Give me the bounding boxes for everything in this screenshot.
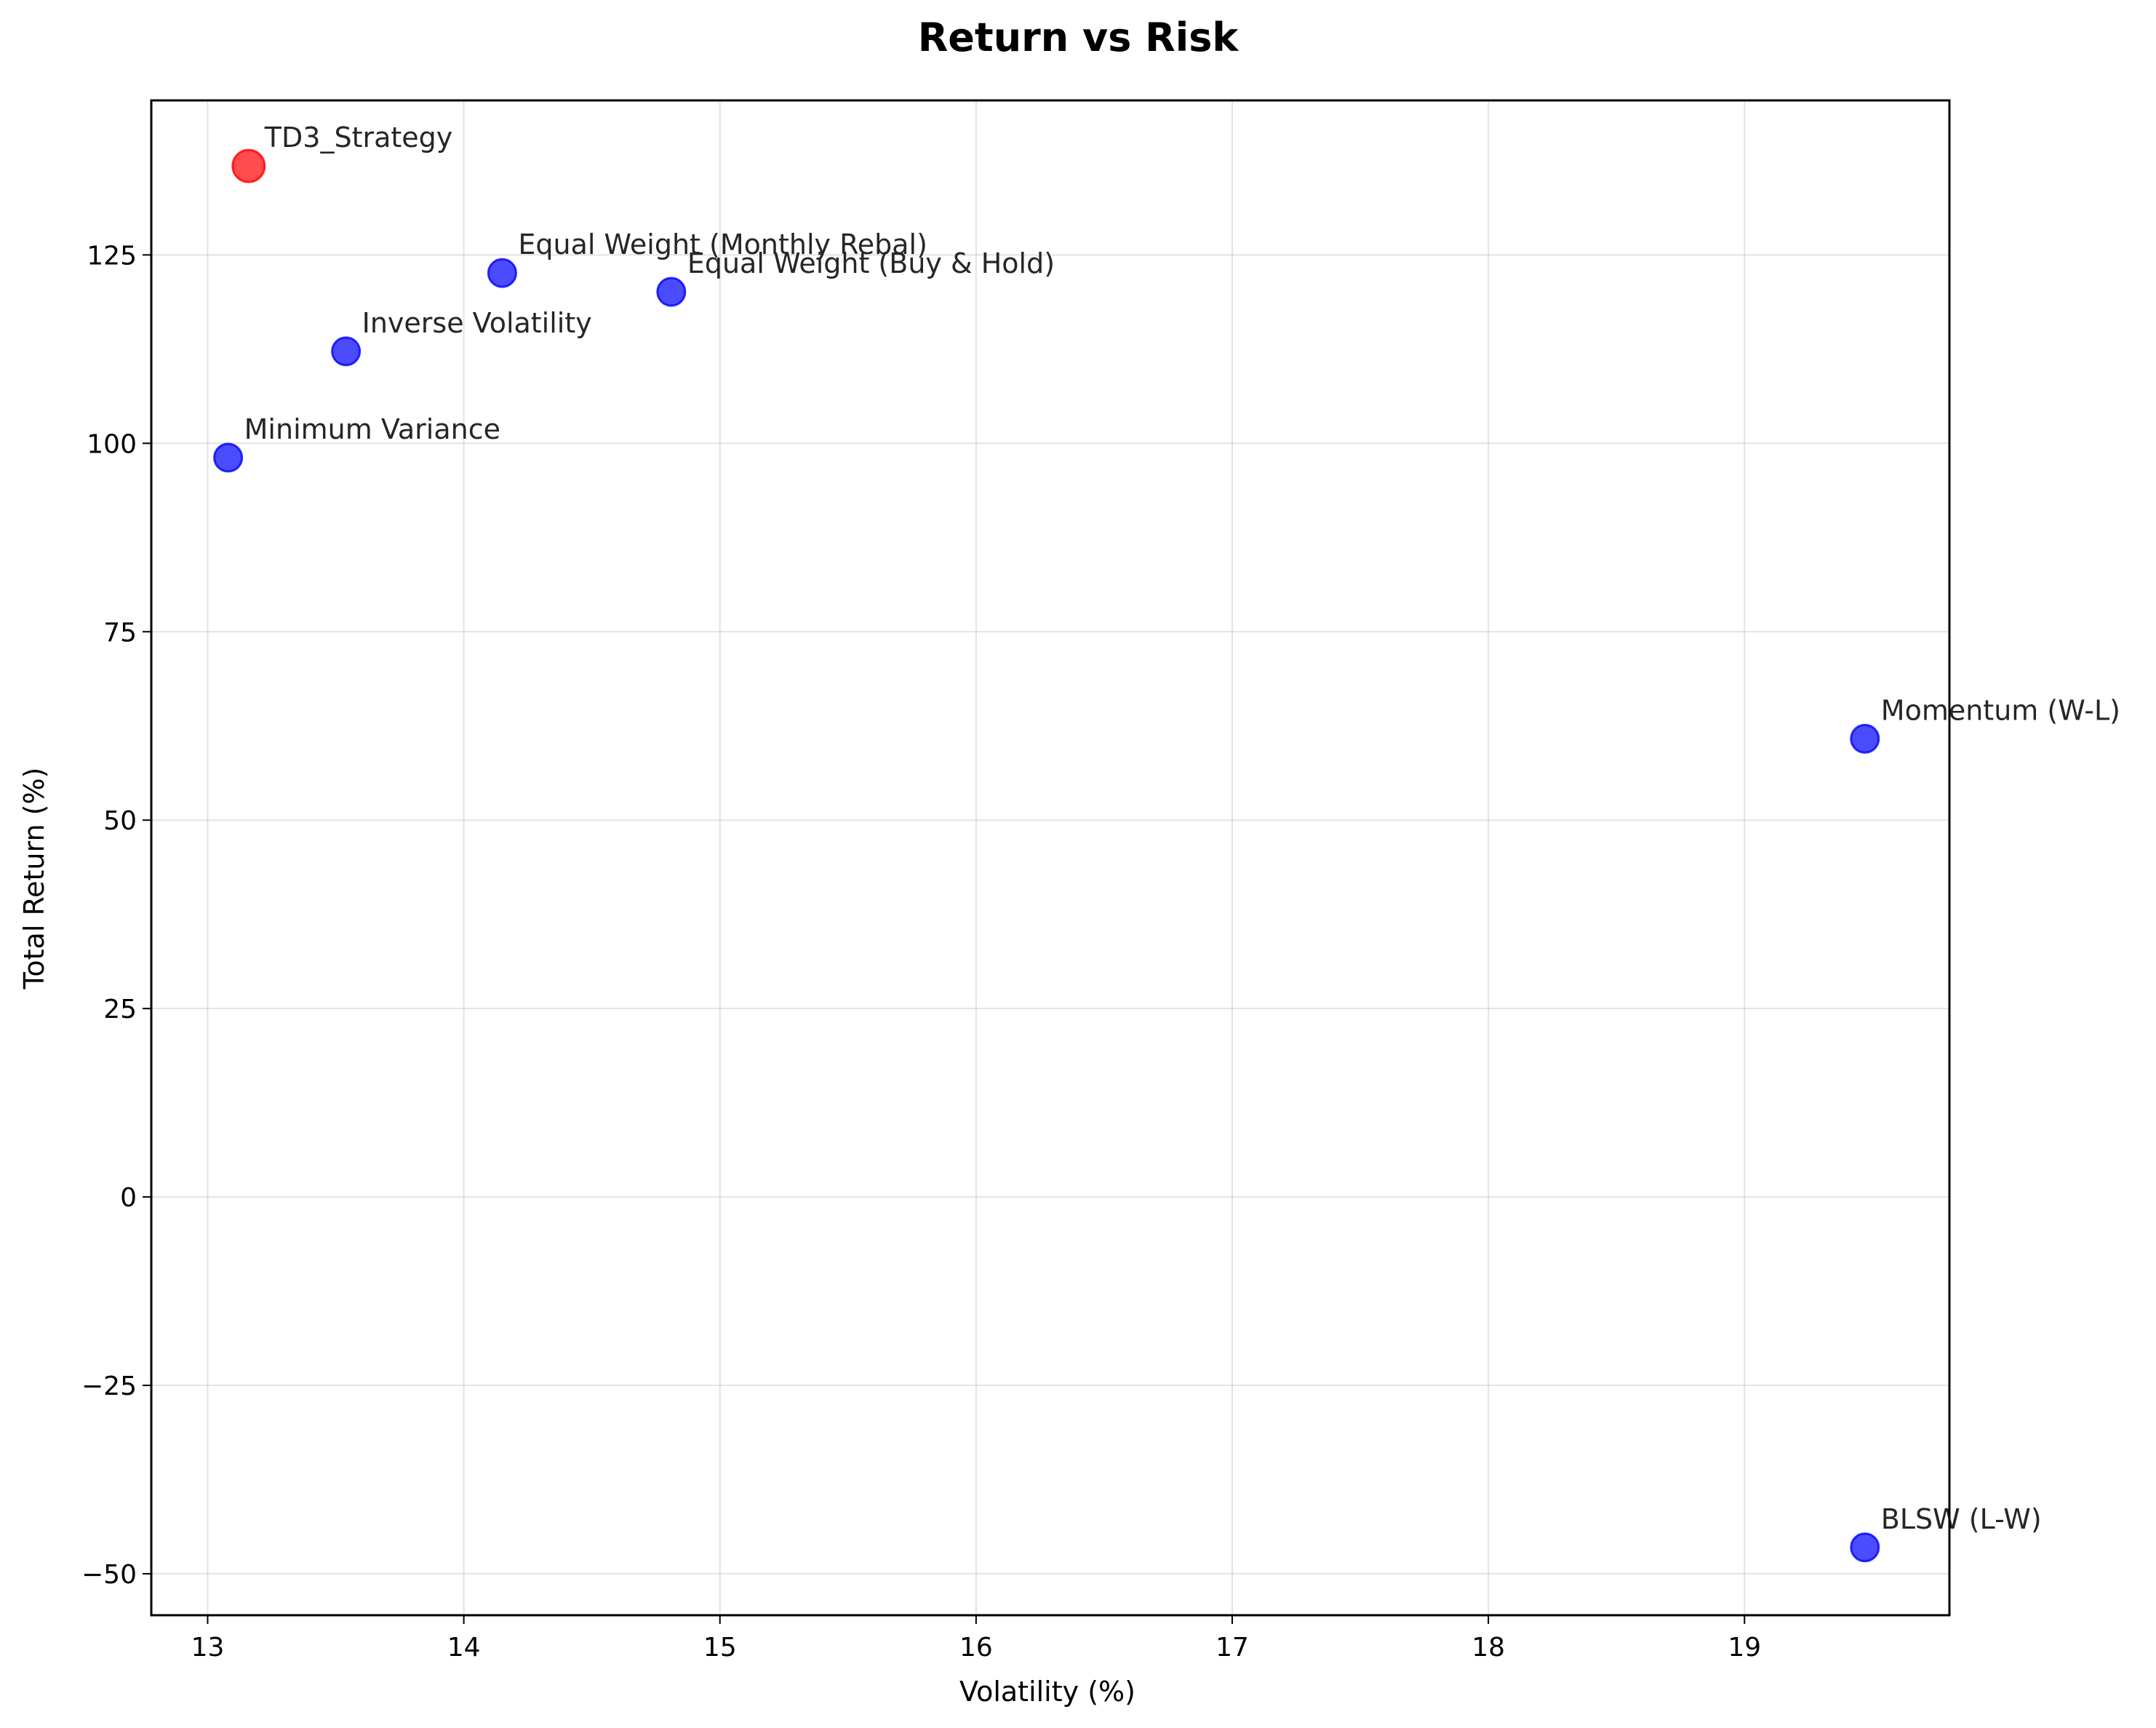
data-point — [487, 258, 517, 288]
y-tick-label: −50 — [81, 1560, 137, 1590]
point-label: Equal Weight (Monthly Rebal) — [518, 228, 927, 260]
point-label: Momentum (W-L) — [1881, 694, 2120, 726]
y-tick-label: 100 — [87, 429, 137, 459]
x-tick-label: 14 — [447, 1633, 481, 1663]
point-labels: TD3_Strategy Equal Weight (Monthly Rebal)… — [244, 122, 2120, 1535]
plot-frame — [150, 99, 1951, 1617]
y-tick-label: 75 — [103, 618, 137, 648]
point-label: BLSW (L-W) — [1881, 1503, 2042, 1535]
data-point — [1850, 1532, 1880, 1563]
point-label: TD3_Strategy — [264, 122, 452, 154]
y-tick-label: 0 — [120, 1183, 137, 1213]
data-point — [331, 336, 362, 367]
x-tick-label: 15 — [703, 1633, 737, 1663]
y-tick-label: 25 — [103, 995, 137, 1024]
data-point — [213, 442, 244, 473]
y-tick-label: 125 — [87, 241, 137, 271]
data-point — [1850, 723, 1880, 754]
x-axis-label: Volatility (%) — [959, 1676, 1135, 1708]
y-tick-label: −25 — [81, 1371, 137, 1401]
x-tick-label: 18 — [1472, 1633, 1505, 1663]
data-point — [231, 148, 266, 183]
x-tick-label: 19 — [1728, 1633, 1761, 1663]
data-points — [213, 148, 1880, 1563]
x-tick-label: 16 — [959, 1633, 993, 1663]
y-tick-label: 50 — [103, 806, 137, 836]
point-label: Minimum Variance — [244, 413, 500, 445]
point-label: Equal Weight (Buy & Hold) — [687, 247, 1055, 279]
grid — [151, 100, 1949, 1615]
point-label: Inverse Volatility — [362, 307, 592, 339]
chart-title: Return vs Risk — [918, 15, 1239, 60]
x-tick-label: 13 — [191, 1633, 225, 1663]
x-tick-label: 17 — [1215, 1633, 1249, 1663]
data-point — [656, 276, 687, 307]
axis-ticks: 13 14 15 16 17 18 19 −50 −25 0 25 50 75 100 125 — [81, 241, 1761, 1663]
y-axis-label: Total Return (%) — [18, 768, 50, 990]
